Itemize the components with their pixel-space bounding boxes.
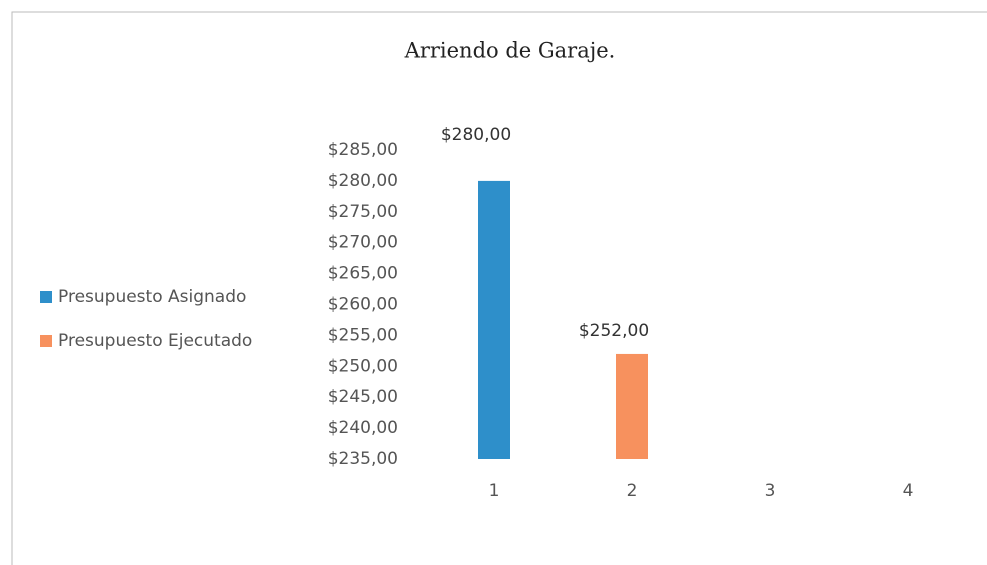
bar <box>616 353 648 459</box>
legend-label: Presupuesto Ejecutado <box>58 331 252 351</box>
y-tick-label: $275,00 <box>328 202 398 222</box>
y-tick-label: $265,00 <box>328 264 398 284</box>
legend-swatch <box>40 335 52 347</box>
y-tick-label: $235,00 <box>328 449 398 469</box>
y-tick-label: $280,00 <box>328 171 398 191</box>
y-tick-label: $250,00 <box>328 356 398 376</box>
legend-label: Presupuesto Asignado <box>58 287 246 307</box>
chart-title: Arriendo de Garaje. <box>404 39 616 63</box>
legend-swatch <box>40 291 52 303</box>
value-label: $280,00 <box>441 125 511 145</box>
y-tick-label: $255,00 <box>328 325 398 345</box>
chart-frame <box>11 11 987 565</box>
x-tick-label: 3 <box>765 481 776 501</box>
x-tick-label: 2 <box>627 481 638 501</box>
x-tick-label: 1 <box>489 481 500 501</box>
y-tick-label: $240,00 <box>328 418 398 438</box>
value-label: $252,00 <box>579 321 649 341</box>
bar <box>478 180 510 459</box>
y-tick-label: $245,00 <box>328 387 398 407</box>
y-tick-label: $270,00 <box>328 233 398 253</box>
x-tick-label: 4 <box>903 481 914 501</box>
y-tick-label: $260,00 <box>328 295 398 315</box>
y-tick-label: $285,00 <box>328 140 398 160</box>
